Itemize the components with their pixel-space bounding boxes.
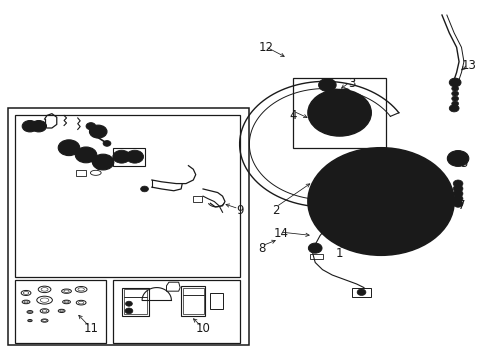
Circle shape xyxy=(356,289,365,296)
Circle shape xyxy=(86,157,93,162)
Circle shape xyxy=(336,219,346,226)
Circle shape xyxy=(451,96,458,101)
Text: 13: 13 xyxy=(460,59,475,72)
Circle shape xyxy=(447,150,468,166)
Text: 5: 5 xyxy=(459,157,467,170)
Circle shape xyxy=(92,154,114,170)
Bar xyxy=(181,286,205,316)
Circle shape xyxy=(327,104,351,122)
Circle shape xyxy=(448,105,458,112)
Bar xyxy=(122,288,149,316)
Circle shape xyxy=(89,125,107,138)
Circle shape xyxy=(93,128,103,135)
Circle shape xyxy=(22,121,38,132)
Bar xyxy=(15,116,239,277)
Circle shape xyxy=(141,186,148,192)
Circle shape xyxy=(34,123,43,130)
Bar xyxy=(123,289,147,297)
Circle shape xyxy=(452,195,462,202)
Circle shape xyxy=(432,179,446,189)
Circle shape xyxy=(323,82,330,88)
Text: 11: 11 xyxy=(83,322,98,335)
Bar xyxy=(293,78,385,148)
Circle shape xyxy=(451,101,458,106)
Text: 14: 14 xyxy=(273,227,288,240)
Bar xyxy=(351,288,370,297)
Text: 10: 10 xyxy=(195,322,210,335)
Bar xyxy=(310,253,322,259)
Circle shape xyxy=(113,150,130,163)
Circle shape xyxy=(96,157,110,167)
Circle shape xyxy=(125,301,132,306)
Text: 4: 4 xyxy=(289,109,296,122)
Bar xyxy=(210,293,222,309)
Bar xyxy=(183,295,203,314)
Circle shape xyxy=(25,123,34,130)
Circle shape xyxy=(451,154,464,163)
Circle shape xyxy=(62,143,76,153)
Text: 7: 7 xyxy=(457,199,464,212)
Circle shape xyxy=(390,232,400,239)
Circle shape xyxy=(452,185,462,192)
Circle shape xyxy=(366,191,395,212)
Text: 1: 1 xyxy=(335,247,343,260)
Bar xyxy=(15,280,105,343)
Circle shape xyxy=(103,140,111,146)
Circle shape xyxy=(307,148,453,255)
Circle shape xyxy=(308,243,322,253)
Bar xyxy=(123,297,147,314)
Circle shape xyxy=(31,121,46,132)
Circle shape xyxy=(451,91,458,96)
Circle shape xyxy=(311,150,450,253)
Circle shape xyxy=(79,150,93,160)
Circle shape xyxy=(452,180,462,187)
Circle shape xyxy=(86,123,96,130)
Circle shape xyxy=(75,147,97,163)
Circle shape xyxy=(424,198,434,205)
Circle shape xyxy=(318,78,335,91)
Circle shape xyxy=(126,150,143,163)
Circle shape xyxy=(452,190,462,197)
Text: 8: 8 xyxy=(257,242,264,255)
Circle shape xyxy=(344,175,417,228)
Text: 9: 9 xyxy=(235,204,243,217)
Text: 2: 2 xyxy=(272,204,279,217)
Text: 3: 3 xyxy=(347,77,355,90)
Circle shape xyxy=(390,164,400,171)
Text: 12: 12 xyxy=(259,41,273,54)
Circle shape xyxy=(448,78,460,87)
Bar xyxy=(183,288,203,295)
Circle shape xyxy=(336,177,346,184)
Circle shape xyxy=(341,89,349,94)
Circle shape xyxy=(315,95,363,131)
Circle shape xyxy=(307,89,370,136)
Bar xyxy=(76,170,86,176)
Bar xyxy=(113,148,144,166)
Circle shape xyxy=(451,86,458,91)
Bar xyxy=(113,280,239,343)
Circle shape xyxy=(452,200,462,207)
Circle shape xyxy=(125,308,133,314)
Circle shape xyxy=(58,140,80,156)
Text: 6: 6 xyxy=(413,195,421,208)
Bar xyxy=(8,108,249,345)
Circle shape xyxy=(353,182,407,221)
Bar xyxy=(193,196,201,202)
